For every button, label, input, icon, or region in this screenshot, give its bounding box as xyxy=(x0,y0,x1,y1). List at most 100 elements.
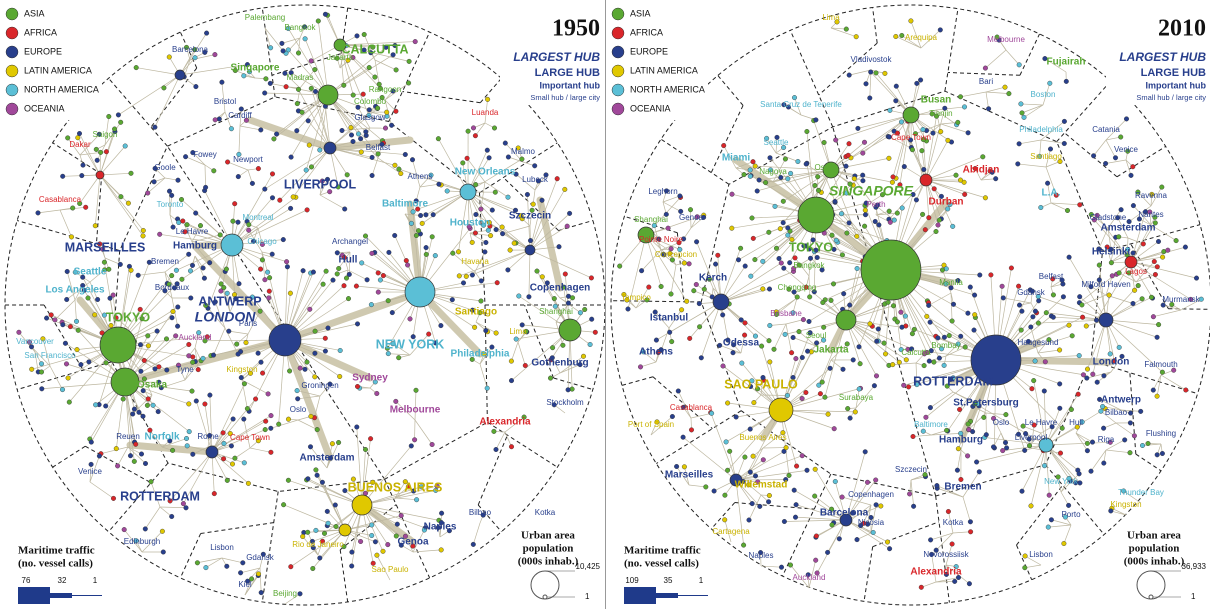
port-node xyxy=(1130,203,1136,209)
link xyxy=(384,82,409,101)
port-node xyxy=(785,104,791,110)
port-node xyxy=(317,555,323,561)
map-panel: CALCUTTASingaporeBangkokPalembangJakarta… xyxy=(4,4,605,606)
port-node xyxy=(156,364,162,370)
link xyxy=(1105,319,1158,338)
link xyxy=(66,271,76,301)
link xyxy=(211,451,249,484)
link xyxy=(194,255,205,279)
port-node xyxy=(394,521,400,527)
port-node xyxy=(1160,302,1166,308)
population-legend-value: 1 xyxy=(1191,592,1196,601)
port-node xyxy=(355,104,361,110)
link xyxy=(930,391,954,408)
place-label: Fowey xyxy=(193,150,217,159)
place-label: Glasgow xyxy=(354,113,385,122)
port-node xyxy=(897,182,903,188)
port-node xyxy=(189,388,195,394)
place-label: Bordeaux xyxy=(155,283,189,292)
link xyxy=(249,447,271,453)
port-node xyxy=(396,166,402,172)
port-node xyxy=(178,196,184,202)
port-node xyxy=(513,336,519,342)
port-node xyxy=(439,510,445,516)
cell-boundary xyxy=(710,105,744,173)
link xyxy=(690,209,692,229)
port-node xyxy=(784,393,790,399)
port-node xyxy=(325,325,331,331)
port-node xyxy=(218,288,224,294)
place-label: Houston xyxy=(450,218,491,229)
port-node xyxy=(791,487,797,493)
place-label: Osaka xyxy=(814,163,838,172)
port-node xyxy=(1000,295,1006,301)
link xyxy=(1135,261,1155,283)
link xyxy=(395,401,416,421)
link xyxy=(935,109,942,132)
port-node xyxy=(742,320,748,326)
link xyxy=(240,567,261,574)
link xyxy=(1019,139,1042,145)
port-node xyxy=(1150,387,1156,393)
place-label: Edinburgh xyxy=(124,537,160,546)
link xyxy=(149,429,163,448)
place-label: Los Angeles xyxy=(45,285,105,296)
port-node xyxy=(1113,155,1119,161)
port-node xyxy=(94,157,100,163)
place-label: Rome xyxy=(197,432,219,441)
legend-swatch xyxy=(5,64,19,78)
cell-boundary xyxy=(487,421,558,468)
port-node xyxy=(663,211,669,217)
port-node xyxy=(950,223,956,229)
link xyxy=(1091,214,1109,229)
port-node xyxy=(920,211,926,217)
port-node xyxy=(106,266,112,272)
port-node xyxy=(81,287,87,293)
port-node xyxy=(390,88,396,94)
port-node xyxy=(334,250,340,256)
port-node xyxy=(655,350,661,356)
cell-boundary xyxy=(782,473,832,577)
port-node xyxy=(384,109,390,115)
port-node xyxy=(891,303,897,309)
link xyxy=(419,174,432,188)
port-node xyxy=(909,331,915,337)
port-node xyxy=(505,194,511,200)
link xyxy=(1024,564,1042,569)
port-node xyxy=(681,236,687,242)
port-node xyxy=(746,517,752,523)
port-node xyxy=(524,191,530,197)
population-legend-title: Urban area xyxy=(1127,530,1181,542)
link xyxy=(409,333,429,356)
link xyxy=(723,145,737,169)
port-node xyxy=(145,333,151,339)
port-node xyxy=(133,538,139,544)
port-node xyxy=(145,343,151,349)
link xyxy=(1045,148,1051,168)
port-node xyxy=(526,294,532,300)
port-node xyxy=(258,359,264,365)
port-node xyxy=(341,254,347,260)
port-node xyxy=(332,502,338,508)
place-label: Nagoya xyxy=(759,167,787,176)
place-label: Cape Town xyxy=(230,433,270,442)
hub-node xyxy=(524,244,536,256)
link xyxy=(412,159,421,188)
port-node xyxy=(288,70,294,76)
hub-node xyxy=(205,445,219,459)
port-node xyxy=(1017,302,1023,308)
port-node xyxy=(122,143,128,149)
link xyxy=(1142,443,1162,446)
port-node xyxy=(1154,334,1160,340)
port-node xyxy=(832,198,838,204)
link xyxy=(1156,374,1162,397)
port-node xyxy=(322,11,328,17)
port-node xyxy=(379,141,385,147)
port-node xyxy=(840,366,846,372)
place-label: Philadelphia xyxy=(451,349,510,360)
port-node xyxy=(1019,308,1025,314)
cell-boundary xyxy=(1168,308,1210,310)
port-node xyxy=(410,334,416,340)
link xyxy=(264,147,331,190)
port-node xyxy=(374,552,380,558)
